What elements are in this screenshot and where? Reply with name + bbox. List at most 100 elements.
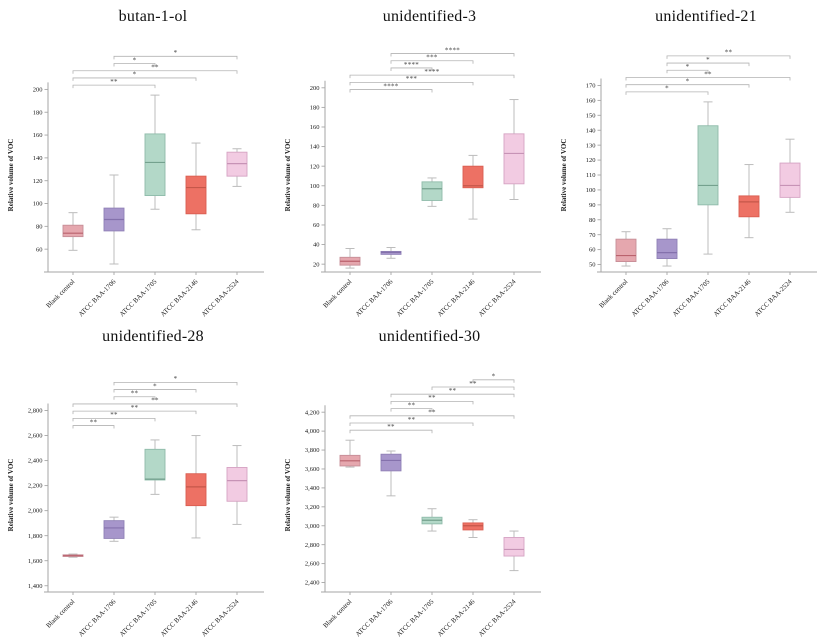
y-tick-label: 80 xyxy=(589,217,596,224)
x-tick-label: ATCC BAA-1706 xyxy=(354,278,394,318)
y-tick-label: 20 xyxy=(313,261,320,268)
significance-label: ** xyxy=(110,78,118,86)
significance-brackets: *************** xyxy=(349,373,514,434)
subplot-unidentified-21: unidentified-21 50 60 70 80 90 100 110 120 130 14… xyxy=(553,0,829,320)
x-tick-label: Blank control xyxy=(322,598,353,629)
y-tick-label: 120 xyxy=(586,157,596,164)
significance-label: * xyxy=(686,63,690,71)
box-atcc-baa-1705 xyxy=(421,177,442,207)
iqr-box xyxy=(226,467,248,502)
significance-label: **** xyxy=(424,68,439,76)
bracket-line xyxy=(390,67,432,71)
iqr-box xyxy=(503,133,524,185)
y-tick-label: 2,800 xyxy=(304,542,319,549)
bracket-line xyxy=(113,389,197,393)
iqr-box xyxy=(185,175,207,215)
subplot-unidentified-30: unidentified-30 2,400 2,600 2,800 3,000 3,20… xyxy=(277,320,553,640)
x-tick-label: ATCC BAA-2524 xyxy=(477,598,517,638)
boxplot-canvas: 1,400 1,600 1,800 2,000 2,200 2,400 2,600 2,800… xyxy=(7,375,264,638)
significance-label: **** xyxy=(403,61,418,69)
y-tick-label: 2,400 xyxy=(28,458,43,465)
significance-label: ** xyxy=(725,49,733,57)
y-tick-label: 80 xyxy=(313,202,320,209)
empty-grid-cell xyxy=(553,320,829,640)
x-tick-label: ATCC BAA-1705 xyxy=(395,278,435,318)
x-axis-ticks: Blank control ATCC BAA-1706 ATCC BAA-1705 A… xyxy=(322,272,517,318)
plot-title: unidentified-30 xyxy=(378,328,481,345)
bracket-line xyxy=(72,417,156,422)
x-tick-label: Blank control xyxy=(45,278,76,309)
x-tick-label: ATCC BAA-1706 xyxy=(78,598,118,638)
y-tick-label: 100 xyxy=(586,187,596,194)
iqr-box xyxy=(615,238,637,263)
y-axis-title: Relative volume of VOC xyxy=(7,459,15,532)
box-blank-control xyxy=(615,231,637,267)
significance-label: * xyxy=(174,375,178,383)
bracket-line xyxy=(349,429,432,434)
x-tick-label: ATCC BAA-1705 xyxy=(395,598,435,638)
bracket-line xyxy=(349,74,514,79)
bracket-line xyxy=(625,91,709,95)
iqr-box xyxy=(185,473,207,507)
y-tick-label: 2,600 xyxy=(304,561,319,568)
boxplot-canvas: 50 60 70 80 90 100 110 120 130 140 150 160 170 Relati… xyxy=(560,49,817,318)
y-tick-label: 2,000 xyxy=(28,508,43,515)
significance-label: ** xyxy=(704,70,712,78)
bracket-line xyxy=(113,381,238,386)
bracket-line xyxy=(431,386,514,391)
bracket-line xyxy=(113,63,156,67)
bracket-line xyxy=(390,401,473,405)
y-tick-label: 120 xyxy=(309,163,319,170)
x-tick-label: ATCC BAA-1706 xyxy=(354,598,394,638)
x-tick-label: ATCC BAA-1706 xyxy=(631,278,671,318)
y-tick-label: 160 xyxy=(309,124,319,131)
y-tick-label: 200 xyxy=(309,85,319,92)
significance-label: * xyxy=(133,56,137,64)
significance-label: ** xyxy=(387,423,395,431)
y-tick-label: 130 xyxy=(586,142,596,149)
significance-label: ** xyxy=(151,64,159,72)
subplot-butan-1-ol: butan-1-ol 60 80 100 120 140 160 180 200 Relativ… xyxy=(0,0,276,320)
bracket-line xyxy=(349,81,473,86)
y-tick-label: 160 xyxy=(586,97,596,104)
box-blank-control xyxy=(339,439,360,468)
box-atcc-baa-2146 xyxy=(462,154,483,220)
bracket-line xyxy=(390,393,514,398)
y-tick-label: 140 xyxy=(33,155,43,162)
box-atcc-baa-1706 xyxy=(103,516,125,542)
significance-label: ** xyxy=(90,418,98,426)
axes xyxy=(320,80,541,273)
x-tick-label: ATCC BAA-2524 xyxy=(201,598,241,638)
significance-label: * xyxy=(491,373,495,381)
y-tick-label: 2,600 xyxy=(28,433,43,440)
box-atcc-baa-1705 xyxy=(144,94,166,210)
y-tick-label: 110 xyxy=(586,172,596,179)
x-tick-label: ATCC BAA-2146 xyxy=(160,278,200,318)
box-atcc-baa-2524 xyxy=(503,530,524,572)
bracket-line xyxy=(625,77,791,81)
significance-label: ** xyxy=(151,397,159,405)
iqr-box xyxy=(503,537,524,557)
y-axis-ticks: 60 80 100 120 140 160 180 200 xyxy=(33,87,48,253)
x-axis-ticks: Blank control ATCC BAA-1706 ATCC BAA-1705 A… xyxy=(598,272,794,318)
y-tick-label: 70 xyxy=(589,232,596,239)
subplot-unidentified-3: unidentified-3 20 40 60 80 100 120 140 160 180 20… xyxy=(277,0,553,320)
box-atcc-baa-1706 xyxy=(103,174,125,265)
iqr-box xyxy=(421,181,442,201)
box-atcc-baa-1705 xyxy=(144,439,166,495)
significance-brackets: ********************** xyxy=(349,46,514,93)
y-tick-label: 120 xyxy=(33,178,43,185)
subplot-unidentified-28: unidentified-28 1,400 1,600 1,800 2,000 2,20… xyxy=(0,320,276,640)
y-axis-title: Relative volume of VOC xyxy=(284,139,292,212)
significance-label: ** xyxy=(110,411,118,419)
x-tick-label: Blank control xyxy=(45,598,76,629)
significance-label: ** xyxy=(428,409,436,417)
significance-brackets: ******* xyxy=(72,49,238,89)
y-tick-label: 4,000 xyxy=(304,428,319,435)
box-atcc-baa-1706 xyxy=(380,450,401,497)
bracket-line xyxy=(390,408,432,412)
bracket-line xyxy=(113,396,156,400)
x-tick-label: ATCC BAA-2524 xyxy=(201,278,241,318)
iqr-box xyxy=(103,520,125,539)
